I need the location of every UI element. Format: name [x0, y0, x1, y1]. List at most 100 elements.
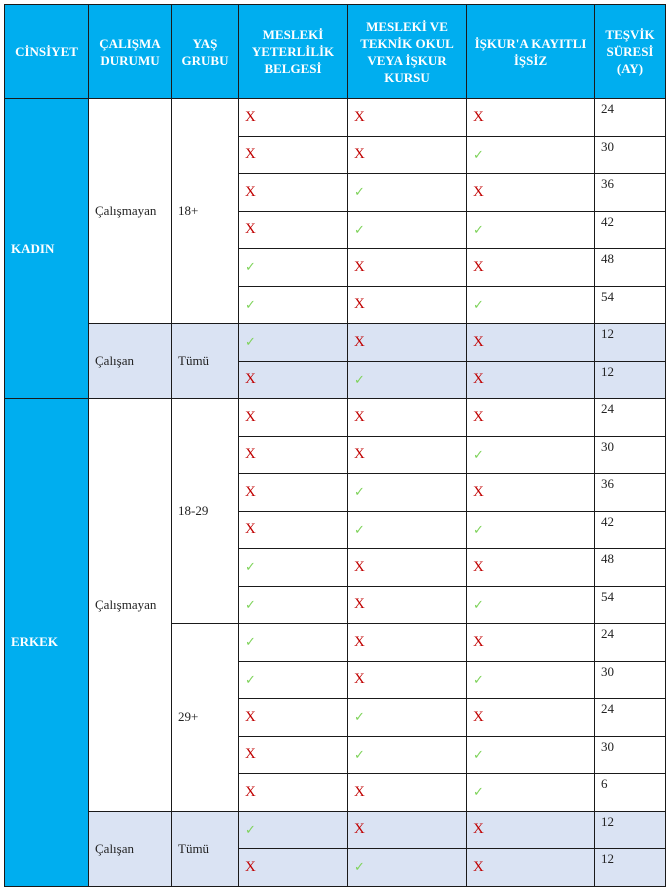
criteria-cell: X: [466, 810, 595, 849]
table-row: KADIN Çalışmayan 18+ X X X 24: [4, 98, 666, 399]
cross-icon: X: [245, 483, 256, 500]
work-status-cell: Çalışmayan: [88, 98, 172, 324]
criteria-cell: X: [347, 248, 467, 287]
header-vocational-school-course: MESLEKİ VE TEKNİK OKUL VEYA İŞKUR KURSU: [347, 4, 467, 99]
criteria-cell: ✓: [466, 285, 595, 324]
cross-icon: X: [354, 671, 365, 688]
check-icon: ✓: [354, 221, 365, 237]
check-icon: ✓: [473, 746, 484, 762]
criteria-cell: ✓: [347, 173, 467, 212]
cross-icon: X: [245, 408, 256, 425]
check-icon: ✓: [473, 521, 484, 537]
table-row: X ✓ X 36: [5, 473, 666, 512]
criteria-cell: ✓: [347, 473, 467, 512]
cross-icon: X: [245, 371, 256, 388]
cross-icon: X: [245, 521, 256, 538]
incentive-months-cell: 42: [594, 510, 666, 549]
check-icon: ✓: [473, 671, 484, 687]
criteria-cell: X: [238, 735, 348, 774]
table-row: Çalışan Tümü ✓ X X 12: [5, 810, 666, 887]
criteria-cell: X: [347, 585, 467, 624]
check-icon: ✓: [354, 484, 365, 500]
cross-icon: X: [245, 858, 256, 875]
incentive-months-cell: 36: [594, 473, 666, 512]
criteria-cell: X: [347, 323, 467, 362]
cross-icon: X: [354, 821, 365, 838]
incentive-months-cell: 6: [594, 773, 666, 812]
criteria-cell: X: [238, 848, 348, 887]
check-icon: ✓: [473, 221, 484, 237]
criteria-cell: X: [238, 435, 348, 474]
criteria-cell: ✓: [347, 698, 467, 737]
table-row: ERKEK Çalışmayan 18-29 X X X 24: [4, 398, 666, 887]
criteria-cell: X: [238, 173, 348, 212]
table-row: Çalışan Tümü ✓ X X 12: [5, 323, 666, 399]
cross-icon: X: [354, 296, 365, 313]
criteria-cell: X: [466, 548, 595, 587]
criteria-cell: X: [238, 398, 348, 437]
cross-icon: X: [473, 558, 484, 575]
cross-icon: X: [473, 483, 484, 500]
table-row: X X ✓ 6: [5, 773, 666, 812]
incentive-months-cell: 12: [594, 360, 666, 399]
criteria-cell: ✓: [238, 548, 348, 587]
cross-icon: X: [245, 746, 256, 763]
criteria-cell: X: [466, 398, 595, 437]
age-group-cell: Tümü: [171, 810, 239, 887]
criteria-cell: X: [347, 810, 467, 849]
table-row: ✓ X ✓ 54: [5, 585, 666, 624]
cross-icon: X: [473, 821, 484, 838]
criteria-cell: ✓: [466, 510, 595, 549]
cross-icon: X: [473, 858, 484, 875]
criteria-cell: X: [347, 773, 467, 812]
check-icon: ✓: [245, 559, 256, 575]
check-icon: ✓: [473, 784, 484, 800]
criteria-cell: ✓: [466, 735, 595, 774]
cross-icon: X: [354, 596, 365, 613]
criteria-cell: X: [466, 698, 595, 737]
incentive-months-cell: 12: [594, 810, 666, 849]
incentive-months-cell: 24: [594, 623, 666, 662]
header-incentive-duration: TEŞVİK SÜRESİ (AY): [594, 4, 666, 99]
criteria-cell: X: [347, 548, 467, 587]
check-icon: ✓: [354, 521, 365, 537]
incentive-months-cell: 24: [594, 398, 666, 437]
criteria-cell: ✓: [466, 585, 595, 624]
criteria-cell: X: [347, 135, 467, 174]
criteria-cell: ✓: [347, 360, 467, 399]
incentive-months-cell: 54: [594, 285, 666, 324]
header-gender: CİNSİYET: [4, 4, 89, 99]
work-status-cell: Çalışan: [88, 323, 172, 399]
cross-icon: X: [245, 108, 256, 125]
incentive-months-cell: 36: [594, 173, 666, 212]
header-work-status: ÇALIŞMA DURUMU: [88, 4, 172, 99]
criteria-cell: X: [347, 398, 467, 437]
criteria-cell: X: [347, 98, 467, 137]
age-group-cell: 18-29: [171, 398, 239, 624]
criteria-cell: ✓: [238, 810, 348, 849]
criteria-cell: ✓: [466, 435, 595, 474]
criteria-cell: ✓: [238, 248, 348, 287]
age-group-cell: 29+: [171, 623, 239, 812]
cross-icon: X: [245, 221, 256, 238]
criteria-cell: ✓: [466, 660, 595, 699]
criteria-cell: X: [347, 623, 467, 662]
criteria-cell: ✓: [347, 210, 467, 249]
incentive-months-cell: 42: [594, 210, 666, 249]
incentive-months-cell: 12: [594, 323, 666, 362]
incentive-months-cell: 48: [594, 548, 666, 587]
criteria-cell: X: [238, 135, 348, 174]
cross-icon: X: [354, 146, 365, 163]
criteria-cell: X: [238, 473, 348, 512]
criteria-cell: ✓: [238, 285, 348, 324]
header-vocational-certificate: MESLEKİ YETERLİLİK BELGESİ: [238, 4, 348, 99]
check-icon: ✓: [245, 596, 256, 612]
check-icon: ✓: [354, 371, 365, 387]
check-icon: ✓: [473, 146, 484, 162]
incentive-months-cell: 54: [594, 585, 666, 624]
check-icon: ✓: [245, 296, 256, 312]
criteria-cell: ✓: [466, 135, 595, 174]
criteria-cell: ✓: [347, 735, 467, 774]
check-icon: ✓: [354, 746, 365, 762]
incentive-months-cell: 30: [594, 660, 666, 699]
